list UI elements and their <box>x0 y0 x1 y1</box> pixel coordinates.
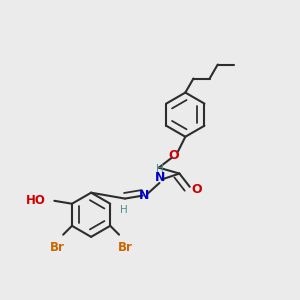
Text: O: O <box>168 149 179 162</box>
Text: O: O <box>191 183 202 196</box>
Text: Br: Br <box>118 241 132 254</box>
Text: N: N <box>155 172 166 184</box>
Text: H: H <box>156 164 164 174</box>
Text: H: H <box>120 205 128 215</box>
Text: HO: HO <box>26 194 46 207</box>
Text: N: N <box>139 189 149 202</box>
Text: Br: Br <box>50 241 65 254</box>
